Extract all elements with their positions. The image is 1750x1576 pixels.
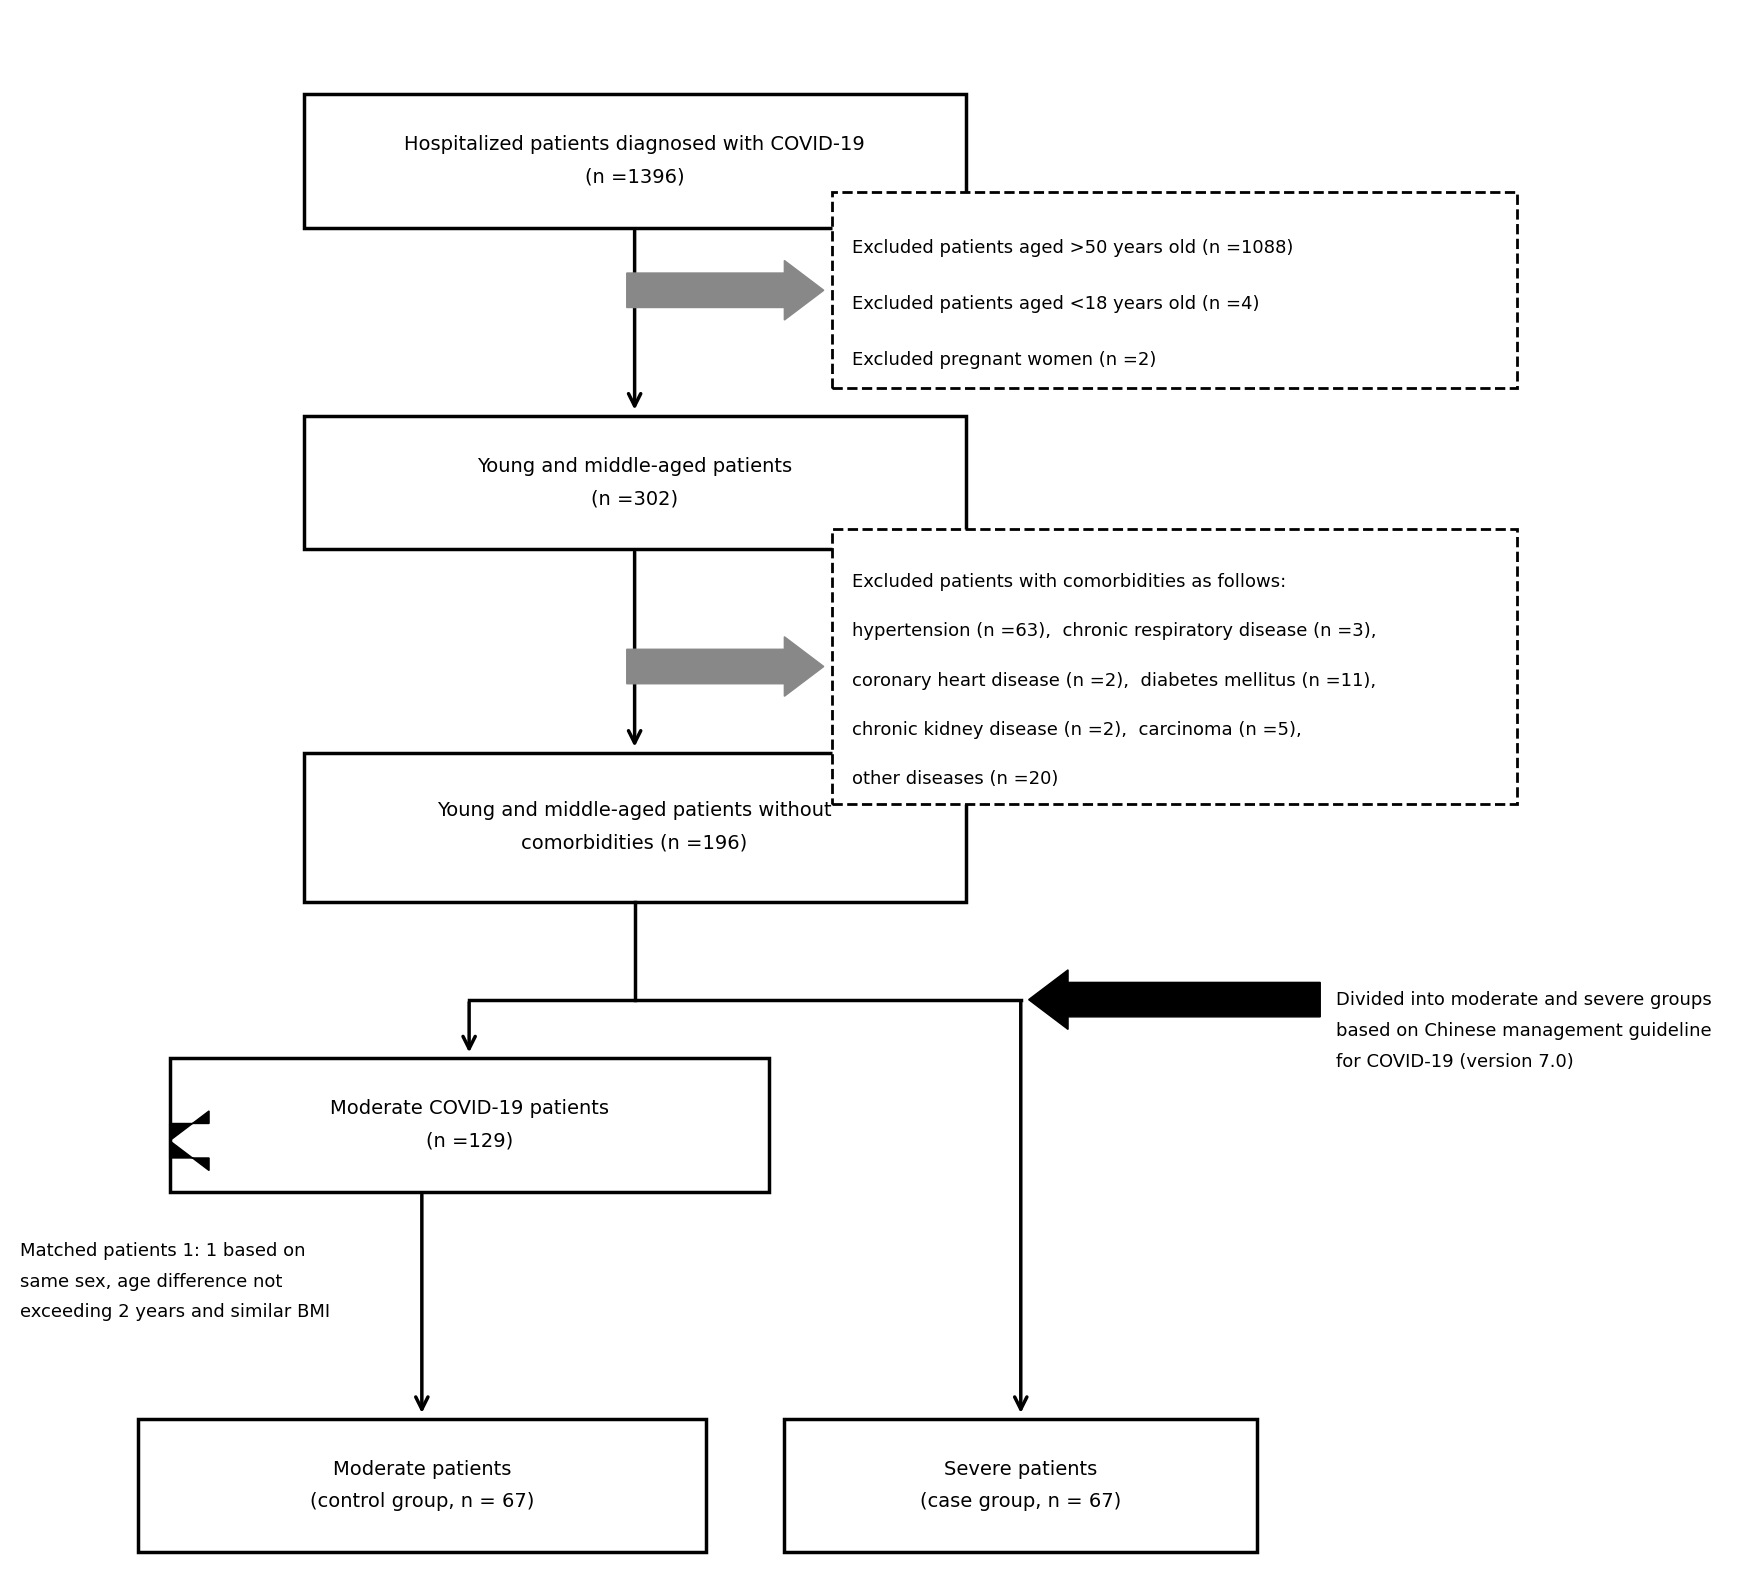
FancyBboxPatch shape [304, 753, 966, 901]
FancyBboxPatch shape [304, 95, 966, 227]
FancyArrow shape [626, 637, 824, 697]
Text: Excluded patients with comorbidities as follows:: Excluded patients with comorbidities as … [852, 574, 1286, 591]
Text: Hospitalized patients diagnosed with COVID-19
(n =1396): Hospitalized patients diagnosed with COV… [404, 136, 864, 186]
Text: Young and middle-aged patients without
comorbidities (n =196): Young and middle-aged patients without c… [438, 802, 831, 853]
FancyArrow shape [170, 1111, 208, 1171]
Text: Excluded patients aged <18 years old (n =4): Excluded patients aged <18 years old (n … [852, 295, 1260, 314]
Text: Young and middle-aged patients
(n =302): Young and middle-aged patients (n =302) [478, 457, 793, 507]
Text: chronic kidney disease (n =2),  carcinoma (n =5),: chronic kidney disease (n =2), carcinoma… [852, 720, 1302, 739]
Text: hypertension (n =63),  chronic respiratory disease (n =3),: hypertension (n =63), chronic respirator… [852, 623, 1377, 640]
FancyArrow shape [626, 260, 824, 320]
Text: Severe patients
(case group, n = 67): Severe patients (case group, n = 67) [920, 1459, 1122, 1511]
Text: coronary heart disease (n =2),  diabetes mellitus (n =11),: coronary heart disease (n =2), diabetes … [852, 671, 1376, 690]
FancyBboxPatch shape [138, 1418, 705, 1552]
FancyBboxPatch shape [831, 192, 1517, 388]
Text: Divided into moderate and severe groups
based on Chinese management guideline
fo: Divided into moderate and severe groups … [1335, 991, 1712, 1070]
Text: Matched patients 1: 1 based on
same sex, age difference not
exceeding 2 years an: Matched patients 1: 1 based on same sex,… [19, 1242, 331, 1321]
Text: Excluded patients aged >50 years old (n =1088): Excluded patients aged >50 years old (n … [852, 240, 1293, 257]
Text: other diseases (n =20): other diseases (n =20) [852, 771, 1059, 788]
FancyBboxPatch shape [831, 530, 1517, 804]
FancyBboxPatch shape [784, 1418, 1256, 1552]
Text: Excluded pregnant women (n =2): Excluded pregnant women (n =2) [852, 351, 1157, 369]
Text: Moderate patients
(control group, n = 67): Moderate patients (control group, n = 67… [310, 1459, 534, 1511]
Text: Moderate COVID-19 patients
(n =129): Moderate COVID-19 patients (n =129) [329, 1100, 609, 1150]
FancyArrow shape [1029, 969, 1320, 1029]
FancyBboxPatch shape [170, 1059, 768, 1191]
FancyBboxPatch shape [304, 416, 966, 548]
